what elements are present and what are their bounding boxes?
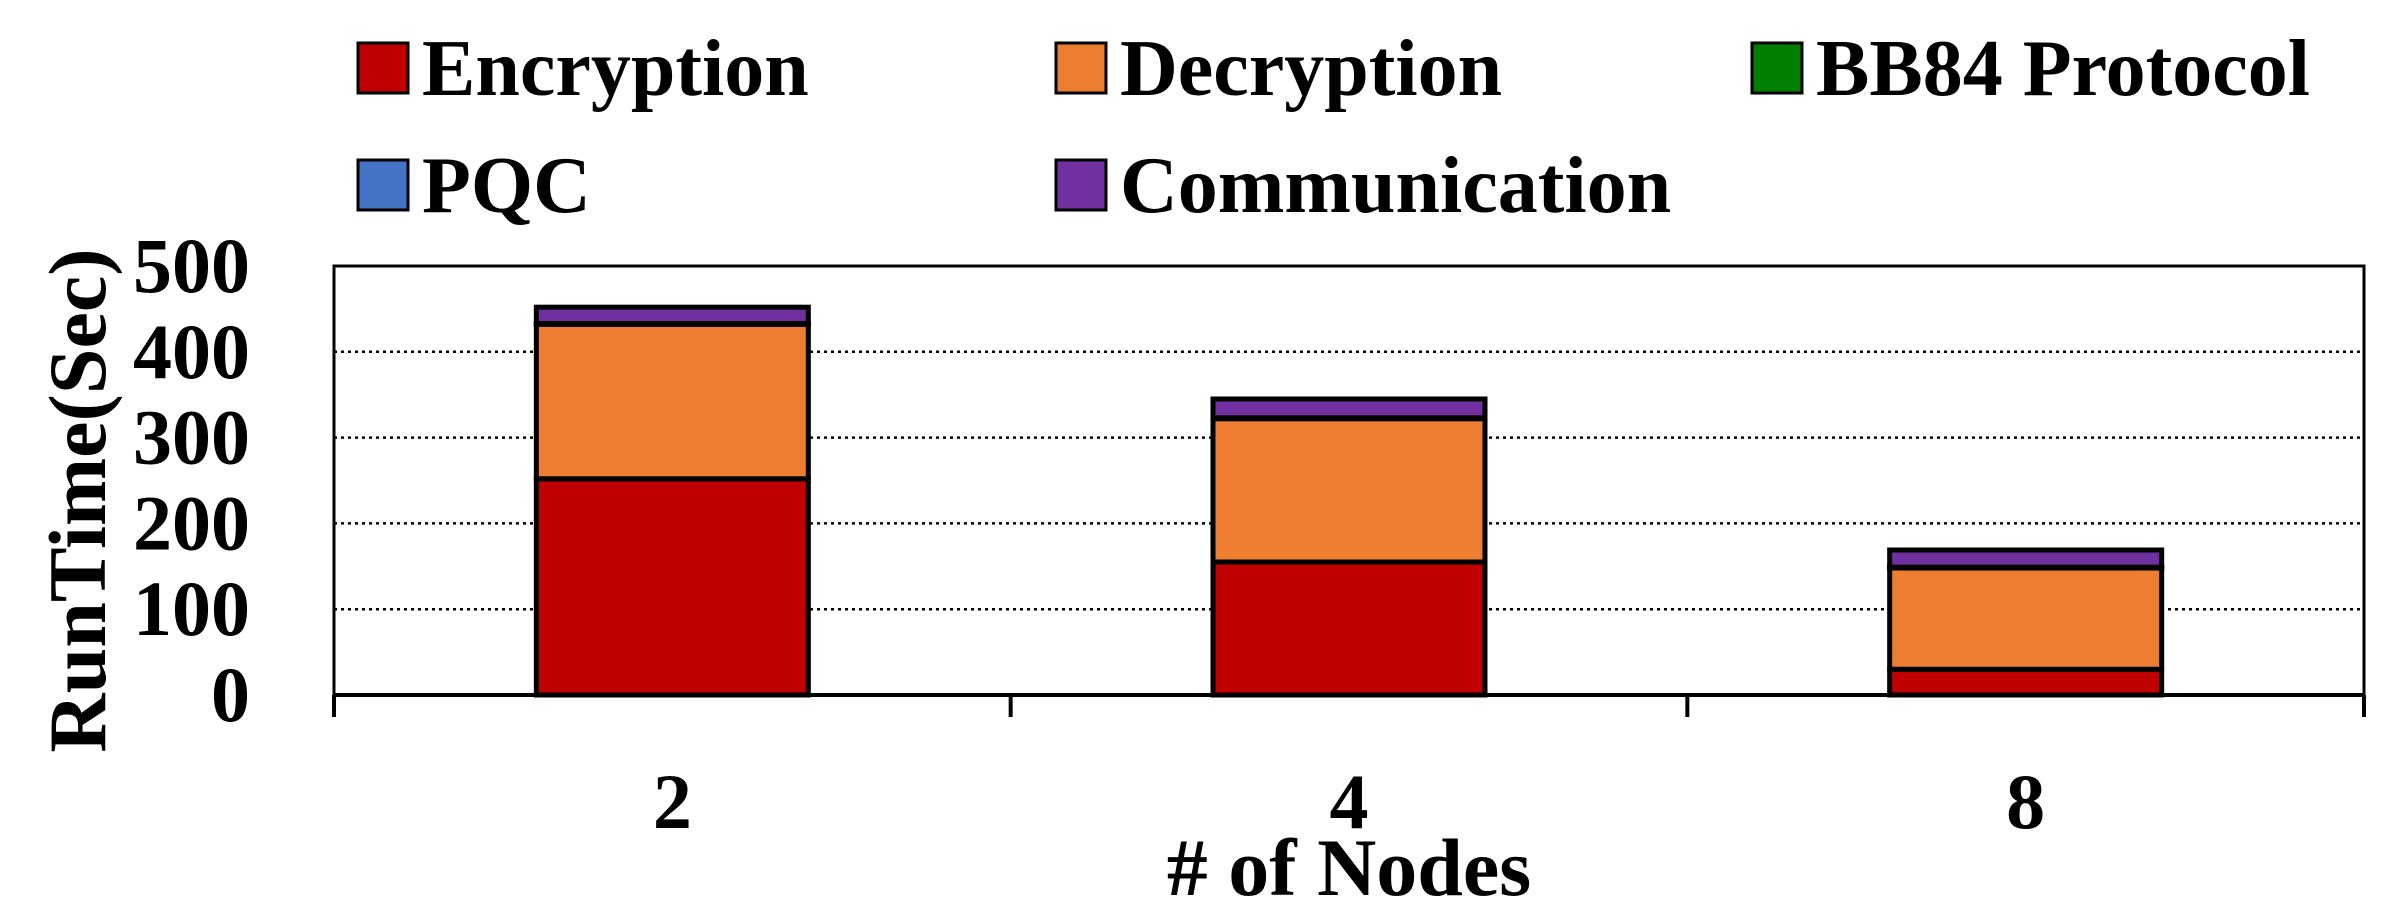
- x-axis-title: # of Nodes: [1167, 822, 1531, 913]
- legend-label-decryption: Decryption: [1120, 25, 1502, 113]
- y-tick-label: 0: [211, 651, 250, 738]
- legend-swatch-bb84-protocol: [1750, 41, 1804, 95]
- y-tick-label: 200: [133, 479, 250, 566]
- bar-segment-encryption: [1210, 559, 1488, 698]
- bar-segment-encryption: [1887, 666, 2165, 698]
- bars: [533, 304, 2165, 698]
- x-tick-label: 4: [1330, 758, 1369, 845]
- legend-swatch-communication: [1054, 158, 1108, 212]
- y-axis-title: RunTime(Sec): [32, 248, 123, 752]
- legend-label-communication: Communication: [1120, 142, 1671, 230]
- legend-swatch-pqc: [356, 158, 410, 212]
- y-tick-label: 500: [133, 222, 250, 309]
- bar-segment-communication: [1887, 547, 2165, 570]
- y-tick-label: 300: [133, 394, 250, 481]
- legend: Encryption Decryption BB84 Protocol PQC Comm…: [356, 25, 2310, 230]
- bar-segment-decryption: [1210, 416, 1488, 565]
- y-tick-label: 400: [133, 308, 250, 395]
- x-tick-label: 2: [653, 758, 692, 845]
- y-tick-label: 100: [133, 565, 250, 652]
- legend-label-encryption: Encryption: [422, 25, 809, 113]
- bar-segment-communication: [533, 304, 811, 326]
- bar-segment-encryption: [533, 476, 811, 698]
- legend-swatch-encryption: [356, 41, 410, 95]
- bar-segment-decryption: [1887, 565, 2165, 672]
- bar-segment-decryption: [533, 321, 811, 482]
- legend-label-pqc: PQC: [422, 142, 591, 230]
- legend-label-bb84-protocol: BB84 Protocol: [1816, 25, 2310, 113]
- bar-segment-communication: [1210, 396, 1488, 421]
- x-tick-label: 8: [2006, 758, 2045, 845]
- legend-swatch-decryption: [1054, 41, 1108, 95]
